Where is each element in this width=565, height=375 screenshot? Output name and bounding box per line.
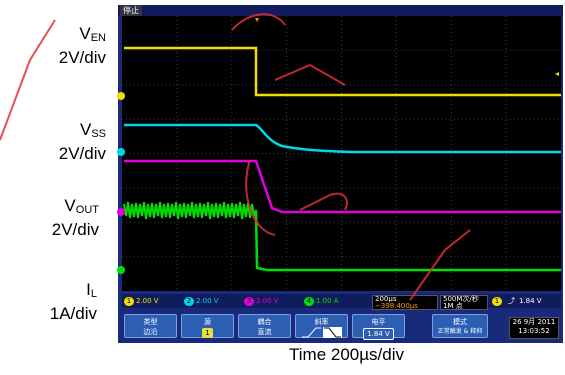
trigger-coupling-button[interactable]: 耦合 直流 <box>238 314 291 338</box>
trigger-type-button[interactable]: 类型 边沿 <box>124 314 177 338</box>
trigger-level-title: 电平 <box>371 318 386 326</box>
acquisition-readout[interactable]: 500M次/秒 1M 点 <box>440 295 488 310</box>
vout-symbol: V <box>64 196 76 215</box>
trigger-level-button-value: 1.84 V <box>363 328 394 340</box>
trigger-slope-title: 斜率 <box>314 318 329 326</box>
vss-trace <box>124 123 561 154</box>
timebase-value: 200µs <box>375 295 397 303</box>
il-trace <box>254 209 561 272</box>
trigger-type-value: 边沿 <box>143 328 158 336</box>
date-text: 26 9月 2011 <box>512 318 556 326</box>
ven-label: VEN 2V/div <box>10 24 106 68</box>
ch4-scale[interactable]: 4 1.00 A <box>304 296 339 306</box>
datetime-display: 26 9月 2011 13:03:52 <box>509 317 559 339</box>
trigger-menu: 类型 边沿 源 1 耦合 直流 斜率 电平 1.84 V 模式 正常触发 & 释… <box>122 311 561 341</box>
ch2-scale-value: 2.00 V <box>196 297 219 305</box>
vss-label: VSS 2V/div <box>10 120 106 164</box>
trigger-channel-badge: 1 <box>492 297 502 306</box>
trigger-position-marker <box>255 18 259 22</box>
trigger-level-value: 1.84 V <box>519 297 542 305</box>
ch4-ground-marker <box>117 266 125 274</box>
trigger-readout[interactable]: 1 ⤴ 1.84 V <box>492 296 542 306</box>
trigger-coupling-value: 直流 <box>257 328 272 336</box>
ch4-badge: 4 <box>304 297 314 306</box>
trigger-mode-button[interactable]: 模式 正常触发 & 释抑 <box>432 314 488 338</box>
il-symbol: I <box>86 280 91 299</box>
ch1-badge: 1 <box>124 297 134 306</box>
vout-label: VOUT 2V/div <box>0 196 99 240</box>
trigger-level-button[interactable]: 电平 1.84 V <box>352 314 405 340</box>
record-length-value: 1M 点 <box>443 301 463 310</box>
vss-scale: 2V/div <box>58 144 106 163</box>
waveform-screen <box>117 16 561 291</box>
x-axis-label: Time 200µs/div <box>289 345 404 364</box>
ven-scale: 2V/div <box>58 48 106 67</box>
ven-symbol: V <box>79 24 91 43</box>
ch2-ground-marker <box>117 148 125 156</box>
delay-value: −398.400µs <box>375 301 418 310</box>
vout-subscript: OUT <box>75 204 99 216</box>
rising-edge-icon: ⤴ <box>508 297 515 305</box>
ch3-badge: 3 <box>244 297 254 306</box>
trigger-source-value: 1 <box>202 328 213 338</box>
ch1-scale[interactable]: 1 2.00 V <box>124 296 159 306</box>
ch3-ground-marker <box>117 208 125 216</box>
run-status-badge[interactable]: 停止 <box>120 5 142 16</box>
falling-slope-icon <box>323 327 341 338</box>
trigger-source-title: 源 <box>204 318 211 326</box>
trigger-slope-button[interactable]: 斜率 <box>295 314 348 338</box>
trigger-mode-title: 模式 <box>453 318 467 326</box>
oscilloscope-display: 停止 <box>117 5 563 343</box>
ch3-scale-value: 2.00 V <box>256 297 279 305</box>
trigger-coupling-title: 耦合 <box>257 318 272 326</box>
il-subscript: L <box>90 288 97 300</box>
trigger-source-button[interactable]: 源 1 <box>181 314 234 338</box>
ven-trace <box>124 46 561 97</box>
vout-trace <box>124 159 561 214</box>
il-label: IL 1A/div <box>10 280 97 324</box>
ch4-scale-value: 1.00 A <box>316 297 339 305</box>
il-trace-ripple <box>123 201 257 220</box>
trigger-type-title: 类型 <box>143 318 158 326</box>
vss-symbol: V <box>79 120 92 139</box>
rising-slope-icon <box>301 327 321 338</box>
ch2-scale[interactable]: 2 2.00 V <box>184 296 219 306</box>
timebase-readout[interactable]: 200µs −398.400µs <box>372 295 438 310</box>
time-text: 13:03:52 <box>518 327 550 335</box>
vout-scale: 2V/div <box>51 220 99 239</box>
waveform-plot <box>122 16 561 291</box>
il-scale: 1A/div <box>49 304 97 323</box>
trigger-mode-value: 正常触发 & 释抑 <box>437 328 483 335</box>
vss-subscript: SS <box>91 128 106 140</box>
scope-top-bar: 停止 <box>118 5 563 16</box>
channel-info-bar: 1 2.00 V 2 2.00 V 3 2.00 V 4 1.00 A 200µs −3… <box>122 294 561 310</box>
ch3-scale[interactable]: 3 2.00 V <box>244 296 279 306</box>
ch1-ground-marker <box>117 92 125 100</box>
trigger-level-arrow <box>555 72 559 76</box>
ch2-badge: 2 <box>184 297 194 306</box>
graticule <box>122 16 561 291</box>
ch1-scale-value: 2.00 V <box>136 297 159 305</box>
ven-subscript: EN <box>90 32 106 44</box>
slope-icons <box>301 327 342 338</box>
